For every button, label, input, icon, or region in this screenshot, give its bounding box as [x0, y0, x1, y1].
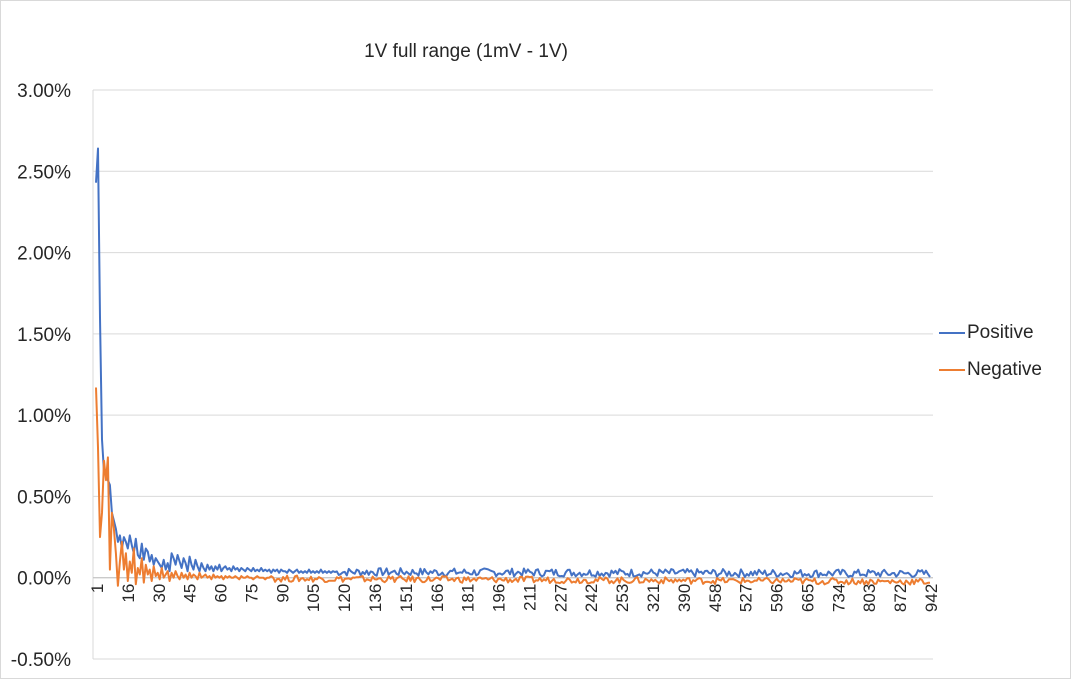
- series-line-positive: [95, 147, 931, 579]
- x-tick-label: 136: [366, 584, 385, 612]
- x-tick-label: 1: [88, 584, 107, 593]
- x-tick-label: 151: [397, 584, 416, 612]
- x-tick-label: 803: [860, 584, 879, 612]
- x-tick-label: 458: [706, 584, 725, 612]
- y-tick-label: 1.50%: [17, 325, 71, 346]
- x-axis-tick-labels: 1 16 30 45 60 75 90 105 120 136 151 166 181 196 211 227…: [88, 584, 941, 612]
- y-tick-label: 2.50%: [17, 162, 71, 183]
- x-tick-label: 60: [212, 584, 231, 603]
- y-tick-label: -0.50%: [11, 650, 71, 671]
- x-tick-label: 75: [242, 584, 261, 603]
- x-tick-label: 181: [459, 584, 478, 612]
- x-tick-label: 527: [737, 584, 756, 612]
- x-tick-label: 596: [768, 584, 787, 612]
- legend-label-positive: Positive: [967, 322, 1034, 343]
- x-tick-label: 211: [520, 584, 539, 611]
- x-tick-label: 872: [891, 584, 910, 612]
- legend-swatch-negative: [939, 369, 965, 371]
- series-line-negative: [95, 387, 930, 587]
- x-tick-label: 321: [644, 584, 663, 612]
- x-tick-label: 390: [675, 584, 694, 612]
- chart-title: 1V full range (1mV - 1V): [364, 41, 568, 62]
- x-tick-label: 105: [304, 584, 323, 612]
- x-tick-label: 90: [273, 584, 292, 603]
- x-tick-label: 166: [428, 584, 447, 612]
- legend-label-negative: Negative: [967, 359, 1042, 380]
- y-tick-label: 0.00%: [17, 569, 71, 590]
- x-tick-label: 734: [829, 584, 848, 612]
- legend-item-negative: Negative: [939, 359, 1042, 381]
- y-tick-label: 0.50%: [17, 487, 71, 508]
- x-tick-label: 196: [490, 584, 509, 612]
- y-tick-label: 2.00%: [17, 244, 71, 265]
- x-tick-label: 942: [922, 584, 941, 612]
- x-tick-label: 120: [335, 584, 354, 612]
- x-tick-label: 16: [119, 584, 138, 603]
- y-axis-tick-labels: 3.00% 2.50% 2.00% 1.50% 1.00% 0.50% 0.00% -0.50…: [11, 81, 71, 671]
- x-tick-label: 253: [613, 584, 632, 612]
- x-tick-label: 227: [551, 584, 570, 612]
- x-tick-label: 665: [798, 584, 817, 612]
- y-tick-label: 3.00%: [17, 81, 71, 102]
- x-tick-label: 45: [181, 584, 200, 603]
- y-tick-label: 1.00%: [17, 406, 71, 427]
- x-tick-label: 242: [582, 584, 601, 612]
- x-tick-label: 30: [150, 584, 169, 603]
- legend-item-positive: Positive: [939, 322, 1034, 344]
- legend-swatch-positive: [939, 332, 965, 334]
- series-layer: [95, 147, 931, 587]
